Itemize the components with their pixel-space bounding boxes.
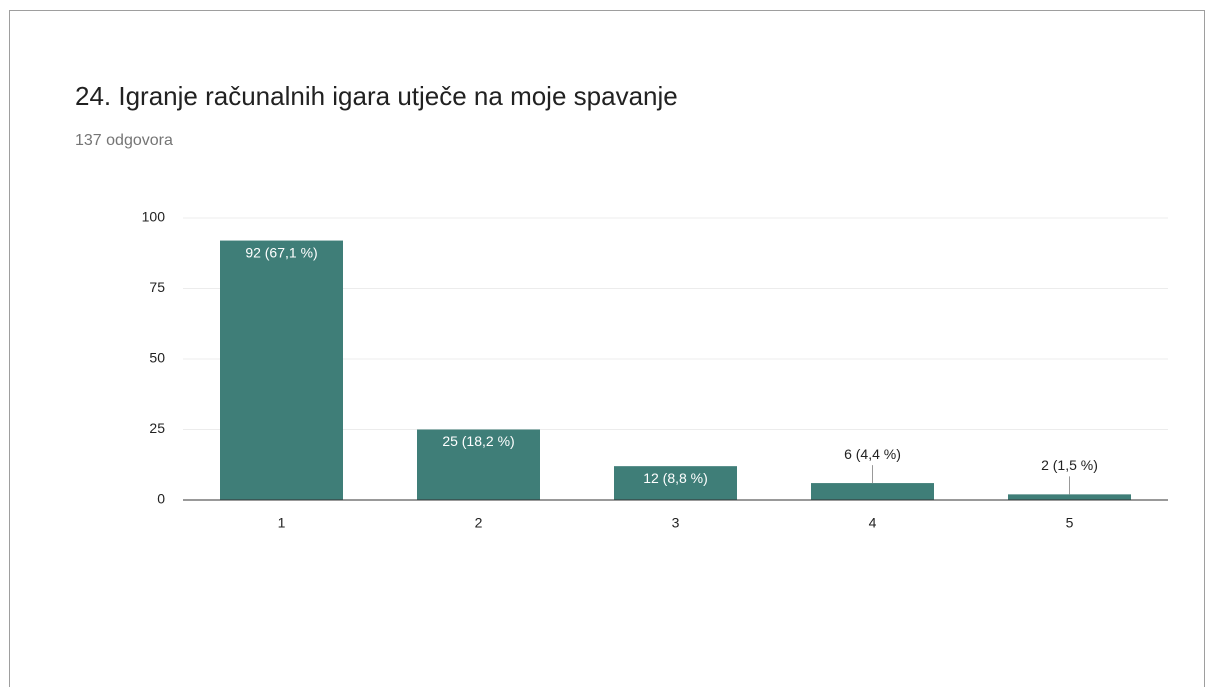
bar (220, 240, 343, 500)
y-tick-label: 100 (142, 209, 166, 225)
data-label: 92 (67,1 %) (245, 244, 317, 260)
bar (417, 429, 540, 500)
x-tick-label: 3 (672, 515, 680, 531)
bar (811, 483, 934, 500)
x-tick-label: 1 (278, 515, 286, 531)
x-tick-label: 4 (869, 515, 877, 531)
data-label: 2 (1,5 %) (1041, 457, 1098, 473)
bar (1008, 494, 1131, 500)
data-label: 6 (4,4 %) (844, 446, 901, 462)
y-tick-label: 75 (149, 279, 165, 295)
data-label: 12 (8,8 %) (643, 470, 708, 486)
chart-title: 24. Igranje računalnih igara utječe na m… (75, 81, 678, 111)
chart-subtitle: 137 odgovora (75, 132, 173, 149)
card (9, 10, 1205, 687)
bar (614, 466, 737, 500)
y-tick-label: 50 (149, 350, 165, 366)
data-label: 25 (18,2 %) (442, 433, 514, 449)
x-tick-label: 5 (1066, 515, 1074, 531)
y-tick-label: 0 (157, 491, 165, 507)
x-tick-label: 2 (475, 515, 483, 531)
y-tick-label: 25 (149, 420, 165, 436)
